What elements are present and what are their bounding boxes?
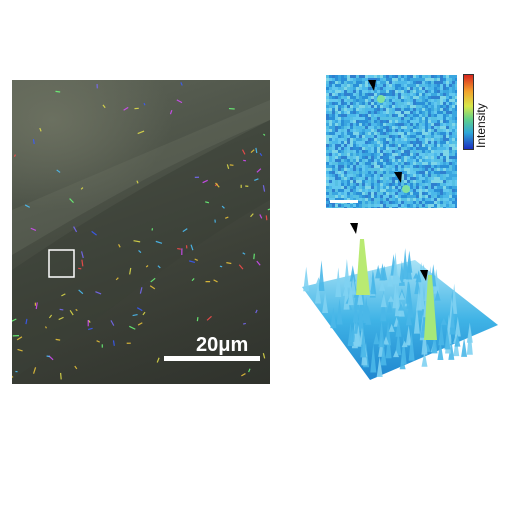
region-of-interest-box bbox=[48, 249, 75, 278]
surface-plot-image bbox=[302, 223, 498, 380]
arrowhead-marker-2 bbox=[394, 172, 402, 183]
hotspot-2 bbox=[402, 185, 410, 193]
intensity-heatmap bbox=[326, 75, 457, 208]
surface-spikes bbox=[303, 248, 473, 378]
colorbar-label: Intensity bbox=[474, 103, 488, 148]
scale-bar-label: 20μm bbox=[196, 334, 249, 356]
heatmap-scale-bar bbox=[330, 200, 358, 203]
peak-2 bbox=[424, 275, 437, 340]
hotspot-1 bbox=[377, 95, 385, 103]
fluorescent-speckles bbox=[12, 82, 270, 380]
surface-plot bbox=[300, 215, 500, 385]
micrograph-image bbox=[12, 82, 270, 380]
scale-bar bbox=[164, 356, 260, 361]
arrowhead-marker-4 bbox=[420, 270, 428, 281]
arrowhead-marker-1 bbox=[368, 80, 376, 91]
peak-1 bbox=[356, 239, 370, 295]
heatmap-image bbox=[326, 75, 457, 208]
colorbar bbox=[463, 74, 474, 150]
micrograph-panel: 20μm bbox=[12, 80, 270, 384]
arrowhead-marker-3 bbox=[350, 223, 358, 234]
